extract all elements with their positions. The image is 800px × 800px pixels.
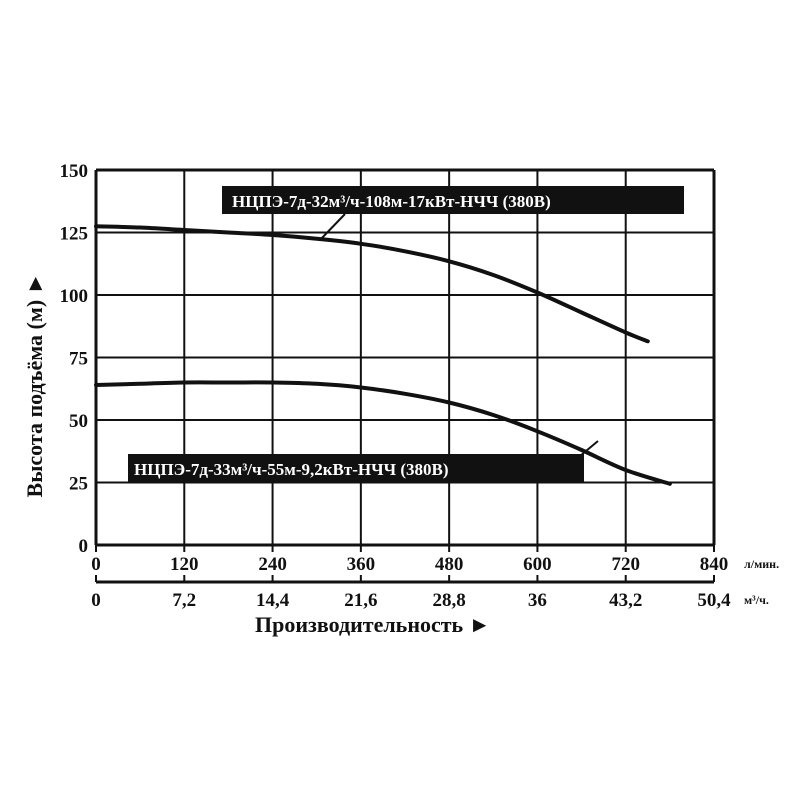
x-tick-label-top: 840 — [700, 554, 729, 575]
y-tick-label: 50 — [69, 411, 88, 432]
x-tick-label-bottom: 7,2 — [172, 590, 196, 611]
x-tick-label-top: 120 — [170, 554, 199, 575]
x-tick-label-bottom: 14,4 — [256, 590, 290, 611]
series-line-1 — [94, 224, 650, 344]
y-tick-label: 75 — [69, 349, 88, 370]
x-tick-label-bottom: 36 — [528, 590, 547, 611]
series-label-1: НЦПЭ-7д-32м³/ч-108м-17кВт-НЧЧ (380В) — [232, 192, 551, 211]
x-tick-label-bottom: 28,8 — [433, 590, 466, 611]
x-unit-bottom: м³/ч. — [744, 593, 769, 607]
x-tick-labels-bottom: 0 7,2 14,4 21,6 28,8 36 43,2 50,4 — [91, 590, 731, 611]
y-tick-label: 125 — [60, 224, 89, 245]
series-label-2: НЦПЭ-7д-33м³/ч-55м-9,2кВт-НЧЧ (380В) — [134, 460, 449, 479]
x-unit-top: л/мин. — [744, 557, 779, 571]
y-tick-label: 0 — [79, 536, 89, 557]
x-tick-label-top: 480 — [435, 554, 464, 575]
series-label-bg-2 — [128, 454, 584, 482]
x-tick-label-top: 0 — [91, 554, 101, 575]
series-labels: НЦПЭ-7д-32м³/ч-108м-17кВт-НЧЧ (380В) НЦП… — [128, 186, 684, 482]
y-tick-label: 100 — [60, 286, 89, 307]
series-label-bg-1 — [222, 186, 684, 214]
series-leader-1 — [319, 213, 346, 241]
x-tick-labels-top: 0 120 240 360 480 600 720 840 — [91, 554, 728, 575]
grid — [94, 168, 716, 584]
y-tick-label: 25 — [69, 474, 88, 495]
y-tick-labels: 0 25 50 75 100 125 150 — [60, 161, 89, 557]
x-tick-label-bottom: 43,2 — [609, 590, 642, 611]
x-tick-label-top: 360 — [347, 554, 376, 575]
series-leader-2 — [579, 440, 599, 457]
x-tick-label-top: 600 — [523, 554, 552, 575]
x-tick-label-top: 720 — [611, 554, 640, 575]
x-tick-label-bottom: 0 — [91, 590, 101, 611]
series-line-2 — [94, 380, 672, 486]
y-tick-label: 150 — [60, 161, 89, 182]
x-tick-label-bottom: 21,6 — [344, 590, 377, 611]
y-axis-title: Высота подъёма (м) ► — [22, 273, 47, 498]
curves — [94, 224, 672, 486]
x-axis-title: Производительность ► — [255, 612, 490, 637]
x-tick-label-top: 240 — [258, 554, 287, 575]
x-tick-label-bottom: 50,4 — [697, 590, 731, 611]
